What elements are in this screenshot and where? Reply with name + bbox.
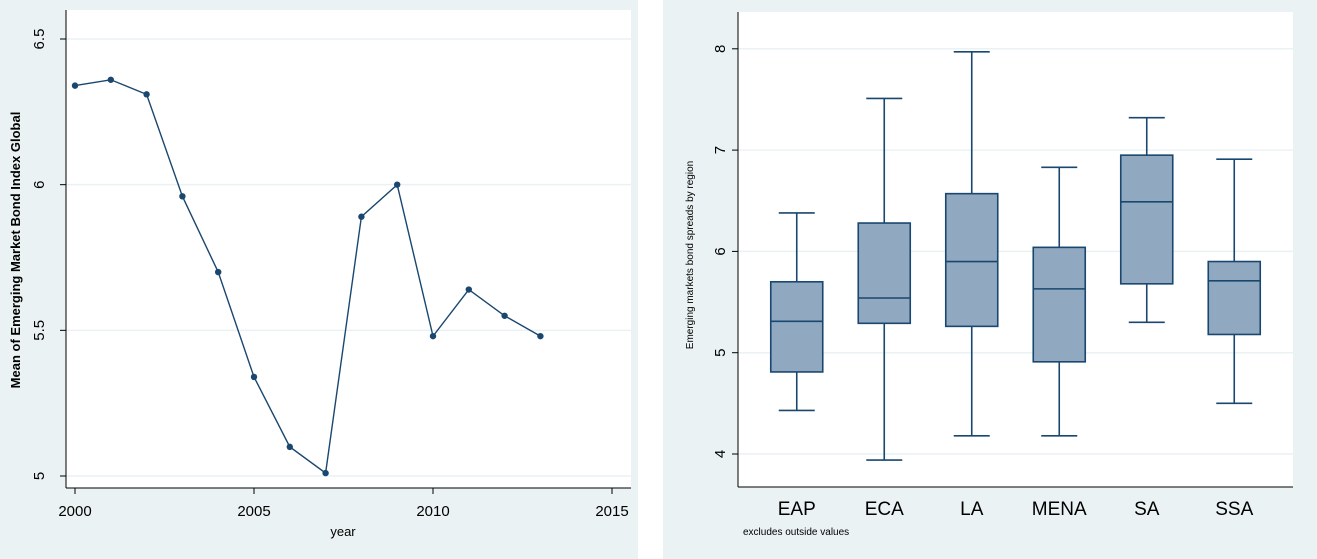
line-chart: 5 5.5 6 6.5 2000 2005 2010 2015 year Mean of Emer… xyxy=(8,10,631,539)
data-point xyxy=(71,82,79,89)
plot-area xyxy=(738,12,1293,487)
category-label: SA xyxy=(1134,499,1160,520)
x-tick-label: 2015 xyxy=(595,503,628,520)
box xyxy=(769,280,824,373)
y-tick-label: 7 xyxy=(712,146,729,154)
box-plot: 4 5 6 7 8 Emerging markets bond spreads by re… xyxy=(685,12,1293,538)
data-point xyxy=(537,332,544,340)
x-tick-label: 2000 xyxy=(58,503,91,520)
data-point xyxy=(215,268,222,276)
footnote: excludes outside values xyxy=(743,527,849,538)
data-point xyxy=(143,91,150,98)
y-tick-label: 6 xyxy=(31,180,48,188)
data-point xyxy=(250,373,258,381)
x-tick-label: 2010 xyxy=(416,503,449,520)
data-point xyxy=(286,443,293,451)
data-point xyxy=(394,181,401,188)
box xyxy=(1207,260,1262,336)
data-point xyxy=(322,469,329,477)
category-label: LA xyxy=(960,499,984,520)
series-line xyxy=(74,79,541,475)
data-point xyxy=(358,213,365,220)
category-label: MENA xyxy=(1032,499,1087,520)
box xyxy=(857,222,912,325)
category-label: EAP xyxy=(778,499,816,520)
y-axis-title: Emerging markets bond spreads by region xyxy=(685,161,696,349)
y-tick-label: 5 xyxy=(31,472,48,480)
y-tick-label: 4 xyxy=(712,450,729,458)
y-tick-label: 6.5 xyxy=(31,29,48,50)
y-tick-label: 5 xyxy=(712,349,729,357)
plot-area xyxy=(66,10,631,488)
box xyxy=(1032,246,1087,363)
data-point xyxy=(465,286,472,293)
line-chart-panel: 5 5.5 6 6.5 2000 2005 2010 2015 year Mean of Emer… xyxy=(0,0,638,559)
data-point xyxy=(107,76,115,83)
y-axis-title: Mean of Emerging Market Bond Index Globa… xyxy=(8,112,23,389)
x-tick-label: 2005 xyxy=(237,503,270,520)
box-plot-panel: 4 5 6 7 8 Emerging markets bond spreads by re… xyxy=(663,0,1317,559)
data-point xyxy=(179,193,186,200)
y-tick-label: 8 xyxy=(712,45,729,53)
box xyxy=(1119,154,1174,285)
box xyxy=(944,192,999,328)
data-point xyxy=(429,332,437,340)
y-tick-label: 6 xyxy=(712,247,729,255)
data-point xyxy=(501,312,508,319)
category-label: ECA xyxy=(865,499,904,520)
x-axis-title: year xyxy=(330,524,356,539)
y-tick-label: 5.5 xyxy=(31,320,48,341)
category-label: SSA xyxy=(1215,499,1253,520)
